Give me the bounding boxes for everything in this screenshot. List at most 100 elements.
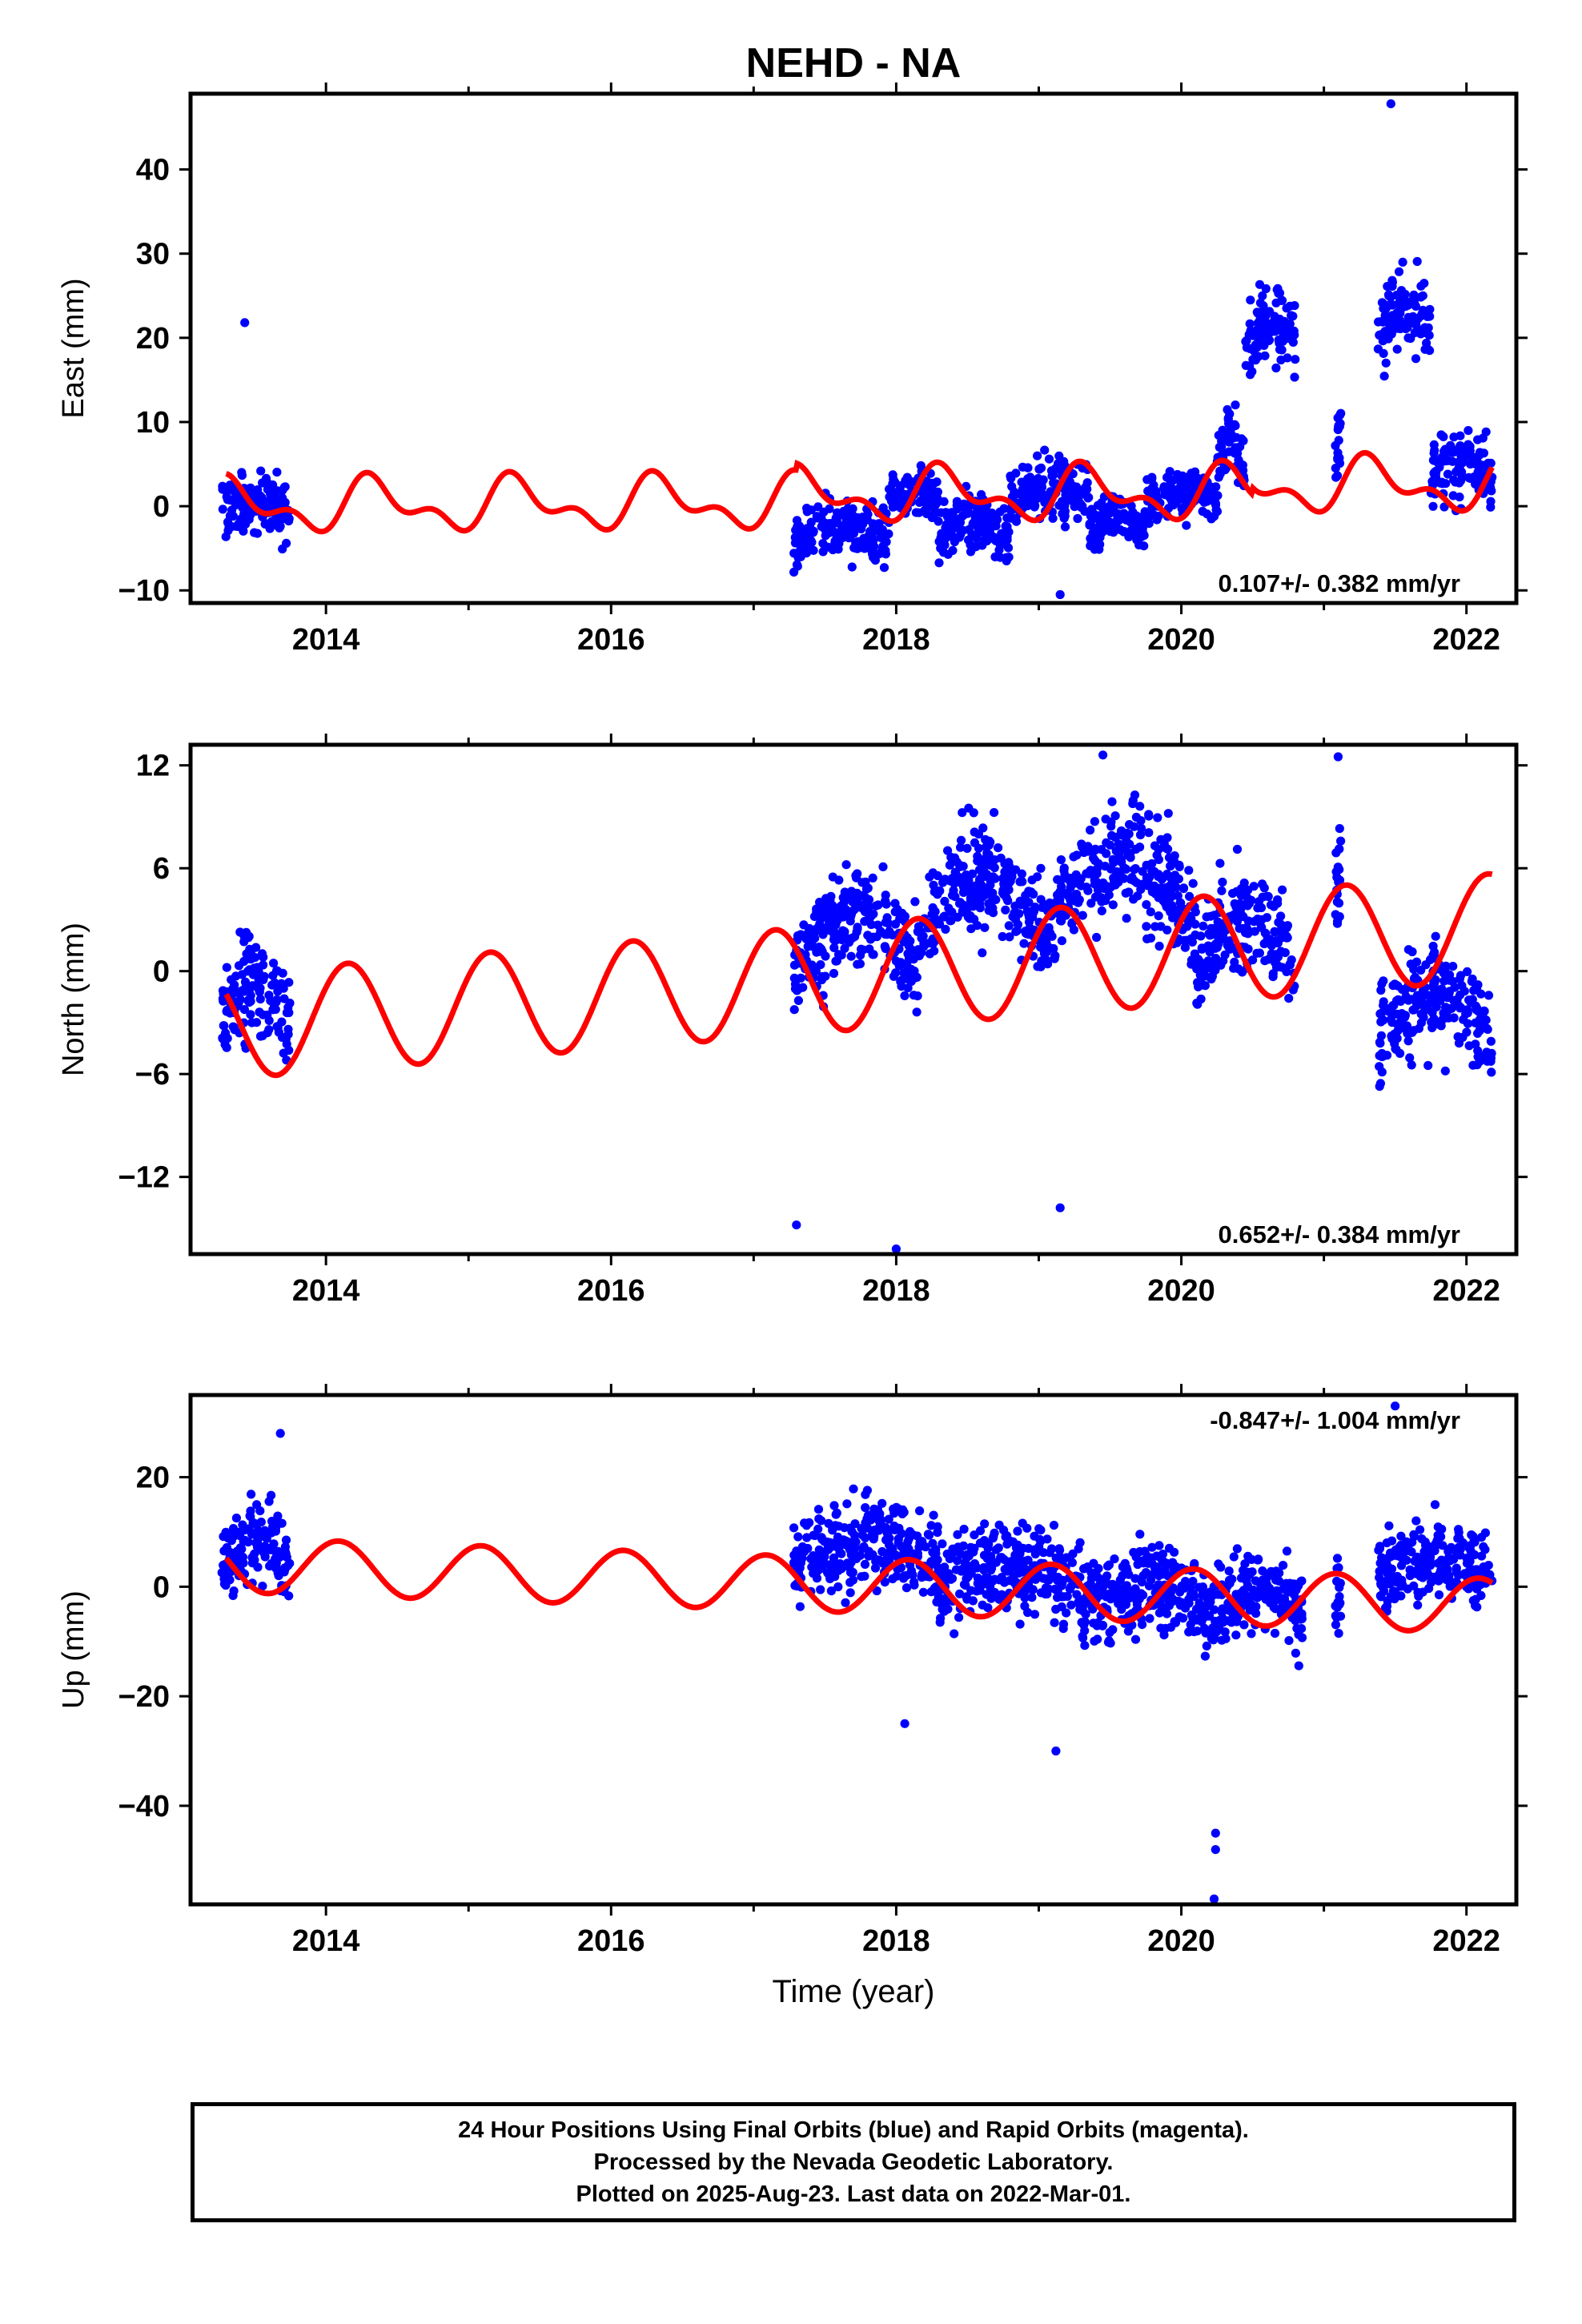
east-data-point [249,490,259,500]
east-y-tick-label: −10 [118,574,170,608]
north-data-point [1425,955,1435,964]
north-data-point [829,927,839,936]
up-data-point [1415,1525,1425,1534]
east-data-point [223,495,232,505]
east-data-point [1207,496,1216,505]
north-data-point [812,926,821,935]
up-data-point [1078,1633,1088,1642]
east-data-point [1290,372,1299,382]
east-data-point [801,549,812,558]
east-data-point [1252,308,1262,317]
x-axis-label: Time (year) [773,1974,935,2009]
up-data-point [1247,1599,1256,1610]
north-data-point [1376,1008,1386,1018]
up-data-point [875,1555,885,1565]
east-data-point [1334,420,1343,431]
east-data-point [896,480,906,491]
up-data-point [1282,1546,1292,1556]
north-data-point [829,968,839,979]
north-data-point [239,1005,249,1015]
east-data-point [1276,355,1286,365]
east-data-point [968,518,978,529]
east-data-point [802,507,812,517]
north-data-point [246,1010,255,1019]
north-data-point [1278,963,1287,972]
up-data-point [847,1527,857,1537]
up-data-point [1062,1553,1071,1562]
north-model-curve [223,870,1493,1079]
up-data-point [979,1562,989,1573]
up-data-point [1335,1582,1344,1592]
east-data-point [1001,521,1010,531]
up-data-point [1151,1568,1161,1578]
north-data-point [817,971,827,982]
north-data-point [1019,939,1029,948]
up-data-point [1275,1593,1285,1602]
north-data-point [1375,1037,1384,1047]
up-data-point [793,1532,803,1542]
up-data-point [874,1516,884,1526]
east-data-point [1241,360,1251,370]
east-data-point [981,533,990,542]
up-data-point [222,1542,231,1553]
north-data-point [954,860,965,870]
north-data-point [1130,822,1139,831]
north-data-point [1382,1051,1392,1060]
north-x-tick-label: 2022 [1432,1274,1500,1308]
up-data-point [271,1546,280,1556]
up-data-point [954,1613,964,1622]
east-data-point [882,529,892,539]
north-data-point [249,963,259,973]
north-data-point [246,991,255,1000]
up-data-point [1115,1575,1125,1585]
east-data-point [928,478,938,489]
up-data-point [267,1490,276,1500]
up-outlier-point [275,1429,285,1438]
up-data-point [1116,1591,1126,1601]
up-data-point [1049,1521,1059,1530]
up-data-point [877,1498,887,1508]
up-data-point [1247,1554,1256,1564]
north-data-point [1431,997,1441,1007]
north-data-point [896,958,905,967]
east-data-point [797,530,807,540]
east-model-curve [225,449,1495,535]
north-data-point [962,904,971,914]
up-data-point [1045,1573,1054,1582]
north-y-axis-label: North (mm) [57,923,90,1076]
up-data-point [860,1559,870,1569]
north-data-point [974,830,983,839]
north-data-point [255,983,265,993]
east-data-point [1227,429,1236,440]
north-data-point [241,983,251,992]
up-data-point [1424,1583,1434,1594]
up-data-point [939,1594,950,1603]
up-data-point [861,1533,870,1542]
north-data-point [1443,1006,1453,1015]
east-data-point [1111,519,1121,529]
east-data-point [920,506,930,516]
up-data-point [1086,1578,1095,1588]
up-data-point [219,1579,229,1589]
up-data-point [1243,1582,1252,1592]
north-data-point [943,846,953,855]
up-data-point [1013,1526,1022,1536]
east-data-point [1245,319,1255,328]
north-data-point [1162,843,1171,853]
north-data-point [855,959,865,969]
north-data-point [815,919,825,929]
up-data-point [1460,1570,1470,1580]
north-data-point [890,919,901,929]
east-data-point [1447,456,1457,466]
north-data-point [1184,866,1194,875]
north-data-point [1145,872,1154,882]
east-data-point [1396,304,1406,313]
east-data-point [237,468,247,477]
east-data-point [933,496,942,505]
north-data-point [1086,825,1095,835]
north-data-point [1255,948,1264,958]
north-data-point [996,853,1006,863]
up-data-point [795,1560,805,1570]
up-data-point [1434,1590,1444,1600]
north-data-point [1472,984,1482,994]
